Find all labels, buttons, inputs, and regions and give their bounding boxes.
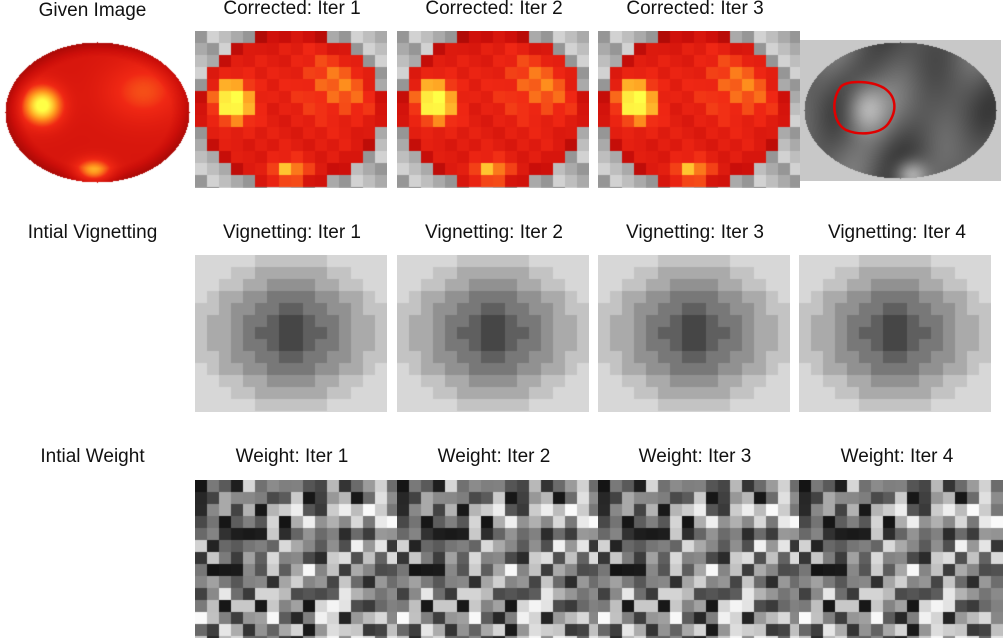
label-initial-vignetting: Intial Vignetting bbox=[27, 222, 158, 243]
label-corrected-iter-2: Corrected: Iter 2 bbox=[425, 0, 563, 19]
vignetting-iter-4-map bbox=[799, 255, 991, 412]
vignetting-iter-2-panel bbox=[397, 255, 589, 412]
vignetting-iter-1-panel bbox=[195, 255, 387, 412]
label-given-image: Given Image bbox=[38, 0, 147, 21]
given-image-panel bbox=[0, 30, 195, 188]
label-corrected-iter-3: Corrected: Iter 3 bbox=[626, 0, 764, 19]
vignetting-iter-1-map bbox=[195, 255, 387, 412]
corrected-iter-2-heatmap bbox=[397, 31, 589, 188]
label-vignetting-iter-3: Vignetting: Iter 3 bbox=[625, 222, 765, 243]
label-corrected-iter-1: Corrected: Iter 1 bbox=[223, 0, 361, 19]
vignetting-iter-3-panel bbox=[598, 255, 790, 412]
label-weight-iter-3: Weight: Iter 3 bbox=[638, 446, 752, 467]
label-vignetting-iter-2: Vignetting: Iter 2 bbox=[424, 222, 564, 243]
weight-iter-4-panel bbox=[799, 480, 1003, 638]
corrected-iter-1-panel bbox=[195, 31, 387, 188]
vignetting-iter-4-panel bbox=[799, 255, 991, 412]
weight-iter-3-map bbox=[598, 480, 800, 638]
weight-iter-1-map bbox=[195, 480, 397, 638]
vignetting-iter-2-map bbox=[397, 255, 589, 412]
label-weight-iter-4: Weight: Iter 4 bbox=[840, 446, 954, 467]
weight-iter-2-panel bbox=[397, 480, 599, 638]
corrected-iter-2-panel bbox=[397, 31, 589, 188]
label-weight-iter-2: Weight: Iter 2 bbox=[437, 446, 551, 467]
weight-iter-4-map bbox=[799, 480, 1003, 638]
red-contour-overlay bbox=[833, 80, 896, 135]
label-weight-iter-1: Weight: Iter 1 bbox=[235, 446, 349, 467]
weight-iter-2-map bbox=[397, 480, 599, 638]
label-vignetting-iter-4: Vignetting: Iter 4 bbox=[827, 222, 967, 243]
label-vignetting-iter-1: Vignetting: Iter 1 bbox=[222, 222, 362, 243]
label-initial-weight: Intial Weight bbox=[40, 446, 145, 467]
weight-iter-3-panel bbox=[598, 480, 800, 638]
corrected-iter-3-heatmap bbox=[598, 31, 800, 188]
weight-iter-1-panel bbox=[195, 480, 397, 638]
given-image-heatmap bbox=[0, 30, 195, 188]
vignetting-iter-3-map bbox=[598, 255, 790, 412]
red-contour bbox=[833, 80, 896, 135]
corrected-iter-1-heatmap bbox=[195, 31, 387, 188]
segmentation-panel bbox=[800, 40, 1001, 181]
corrected-iter-3-panel bbox=[598, 31, 800, 188]
